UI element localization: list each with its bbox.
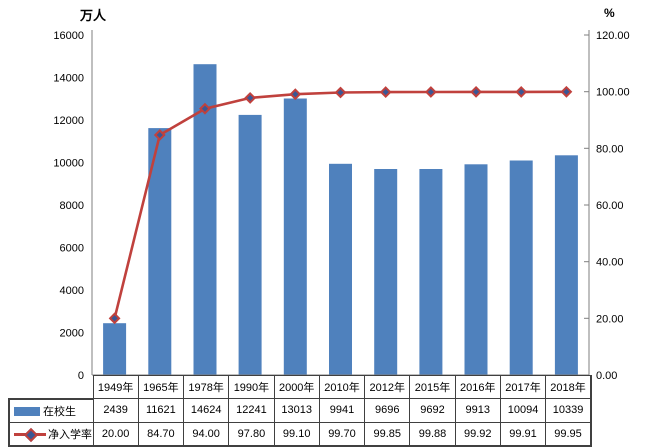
value-cell: 9913: [454, 398, 501, 423]
series-name: 净入学率: [48, 428, 92, 441]
rate-cell: 99.70: [318, 421, 366, 447]
bar: [103, 323, 127, 375]
left-tick-label: 10000: [53, 158, 84, 170]
left-tick-label: 4000: [60, 285, 84, 297]
left-tick-label: 6000: [60, 243, 84, 255]
rate-cell: 99.85: [364, 421, 411, 447]
year-cell: 1978年: [183, 375, 230, 399]
rate-cell: 99.91: [499, 421, 547, 447]
rate-cell: 20.00: [92, 421, 139, 447]
right-tick-label: 0.00: [596, 370, 617, 382]
line-marker: [379, 86, 392, 99]
rate-cell: 99.10: [273, 421, 320, 447]
bar: [148, 128, 172, 375]
plot-area: 0 2000 4000 6000 8000 10000 12000 14000 16000 0.0…: [53, 30, 630, 382]
bar: [374, 169, 398, 375]
data-table: 1949年 1965年 1978年 1990年 2000年 2010年 2012年 2015年…: [8, 375, 592, 447]
line-marker: [108, 312, 121, 325]
left-tick-label: 14000: [53, 73, 84, 85]
right-tick-label: 40.00: [596, 257, 624, 269]
value-cell: 12241: [228, 398, 275, 423]
rate-cell: 99.88: [409, 421, 456, 447]
bar-legend-swatch: [14, 407, 40, 417]
diamond-marker-icon: [23, 428, 39, 443]
left-tick-label: 16000: [53, 30, 84, 42]
line-marker: [244, 91, 257, 104]
value-cell: 10094: [499, 398, 547, 423]
table-corner-placeholder: [9, 376, 93, 399]
value-cell: 2439: [92, 398, 139, 423]
year-cell: 2000年: [273, 375, 320, 399]
value-cell: 11621: [137, 398, 185, 423]
rate-cell: 99.92: [454, 421, 501, 447]
line-marker: [334, 86, 347, 99]
legend-cell-rate: 净入学率: [8, 421, 94, 447]
year-cell: 2015年: [409, 375, 456, 399]
rate-cell: 99.95: [545, 421, 592, 447]
rate-cell: 84.70: [137, 421, 185, 447]
value-cell: 9692: [409, 398, 456, 423]
year-cell: 1949年: [92, 375, 139, 399]
value-cell: 9696: [364, 398, 411, 423]
rate-cell: 94.00: [183, 421, 230, 447]
bar: [464, 164, 488, 375]
right-tick-label: 60.00: [596, 200, 624, 212]
left-tick-label: 2000: [60, 328, 84, 340]
right-tick-label: 100.00: [596, 87, 630, 99]
right-tick-label: 120.00: [596, 30, 630, 42]
left-tick-label: 12000: [53, 115, 84, 127]
rate-cell: 97.80: [228, 421, 275, 447]
bar: [238, 114, 262, 376]
bar: [554, 155, 578, 375]
year-cell: 1965年: [137, 375, 185, 399]
bar: [193, 64, 217, 375]
year-cell: 2016年: [454, 375, 501, 399]
value-cell: 14624: [183, 398, 230, 423]
line-marker: [199, 102, 211, 115]
bar: [509, 160, 533, 375]
line-marker: [515, 86, 528, 98]
left-tick-label: 8000: [60, 200, 84, 212]
line-marker: [424, 86, 437, 98]
year-cell: 1990年: [228, 375, 275, 399]
line-marker: [289, 88, 302, 101]
bar: [283, 98, 307, 375]
right-tick-label: 20.00: [596, 313, 624, 325]
year-cell: 2018年: [545, 375, 592, 399]
year-cell: 2012年: [364, 375, 411, 399]
value-cell: 9941: [318, 398, 366, 423]
right-tick-label: 80.00: [596, 143, 624, 155]
bar: [419, 169, 443, 375]
line-marker: [470, 85, 482, 98]
data-table-wrap: 1949年 1965年 1978年 1990年 2000年 2010年 2012年 2015年…: [8, 375, 592, 447]
line-legend-swatch: [14, 428, 46, 443]
left-axis-title: 万人: [80, 8, 107, 23]
year-cell: 2017年: [499, 375, 547, 399]
right-axis-title: %: [604, 6, 615, 20]
series-name: 在校生: [43, 405, 76, 418]
value-cell: 13013: [273, 398, 320, 423]
line-marker: [153, 129, 166, 141]
left-tick-label: 0: [78, 370, 84, 382]
legend-cell-enrolled: 在校生: [8, 397, 94, 423]
value-cell: 10339: [545, 398, 592, 423]
bar: [329, 163, 352, 375]
line-marker: [560, 85, 573, 98]
year-cell: 2010年: [318, 375, 366, 399]
